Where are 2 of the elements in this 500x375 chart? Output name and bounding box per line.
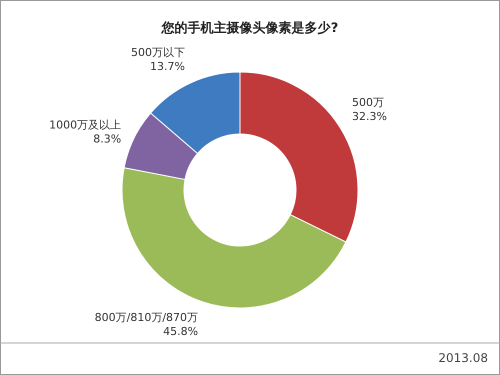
title: 您的手机主摄像头像素是多少? [162,21,338,36]
annotation: 2013.08 [438,351,488,365]
